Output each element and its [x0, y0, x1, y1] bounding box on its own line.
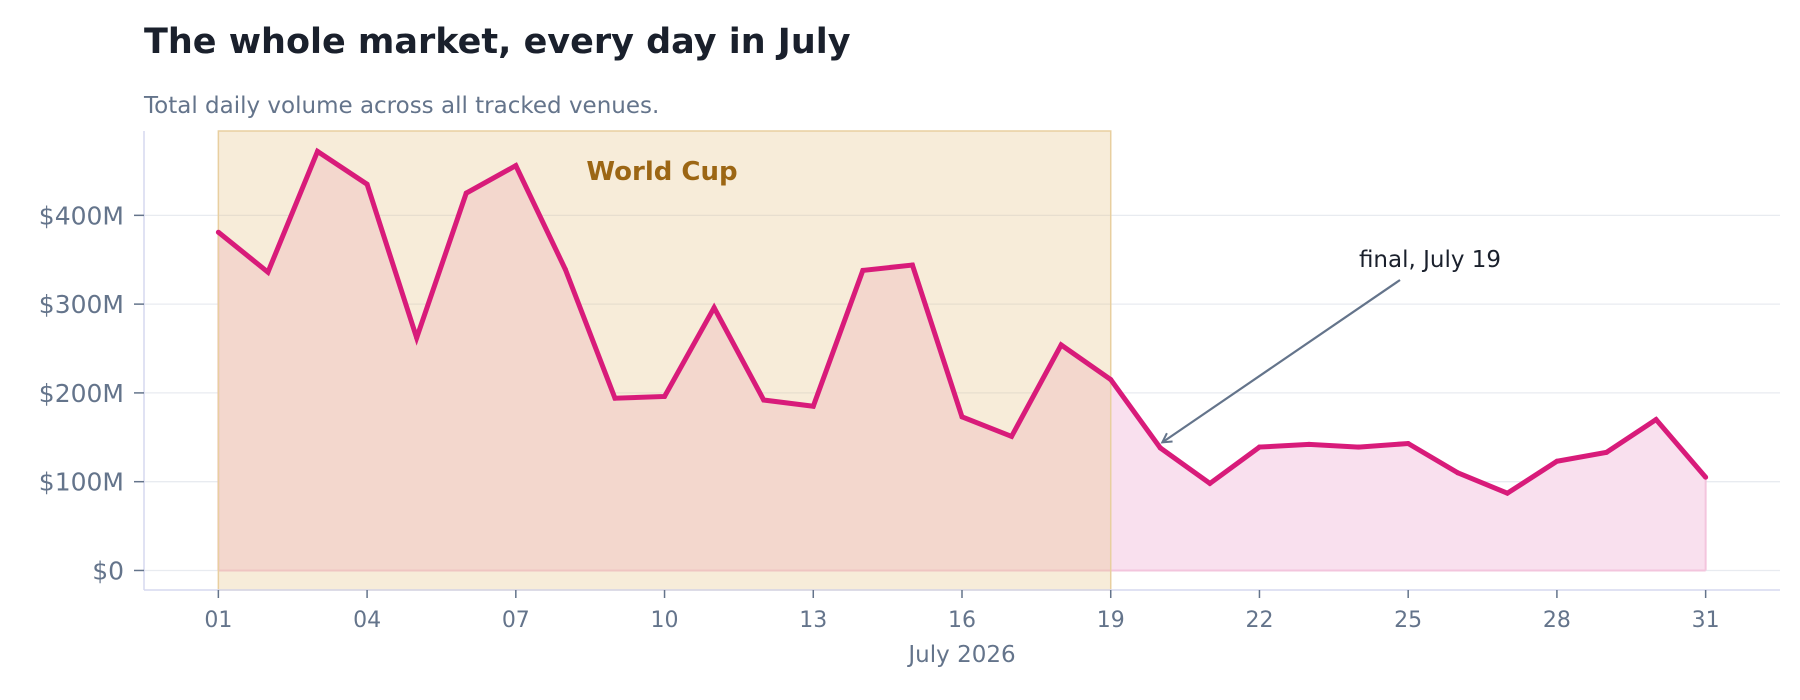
x-axis-label: July 2026 [906, 642, 1015, 668]
x-tick-label-8: 25 [1394, 608, 1422, 633]
x-tick-label-5: 16 [948, 608, 976, 633]
data-point-26 [1455, 470, 1461, 476]
x-tick-label-4: 13 [799, 608, 827, 633]
data-point-30 [1653, 417, 1659, 423]
data-point-14 [860, 267, 866, 273]
data-point-4 [364, 181, 370, 187]
x-tick-label-2: 07 [502, 608, 530, 633]
x-tick-label-6: 19 [1097, 608, 1125, 633]
world-cup-label: World Cup [586, 157, 737, 187]
data-point-2 [265, 269, 271, 275]
x-tick-label-0: 01 [204, 608, 232, 633]
annotation-arrow [1162, 279, 1401, 442]
x-tick-label-3: 10 [651, 608, 679, 633]
data-point-29 [1603, 449, 1609, 455]
x-tick-label-1: 04 [353, 608, 381, 633]
data-point-22 [1256, 444, 1262, 450]
y-tick-label-2: $200M [39, 379, 124, 408]
data-point-9 [612, 395, 618, 401]
x-tick-label-7: 22 [1245, 608, 1273, 633]
data-point-23 [1306, 441, 1312, 447]
world-cup-region [217, 130, 1112, 591]
data-point-15 [909, 262, 915, 268]
x-tick-label-9: 28 [1543, 608, 1571, 633]
chart-subtitle: Total daily volume across all tracked ve… [144, 93, 660, 119]
data-point-8 [562, 266, 568, 272]
data-point-21 [1207, 480, 1213, 486]
data-point-20 [1157, 445, 1163, 451]
y-tick-label-1: $100M [39, 468, 124, 497]
data-point-12 [761, 397, 767, 403]
data-point-1 [215, 229, 221, 235]
data-point-7 [513, 163, 519, 169]
data-point-11 [711, 305, 717, 311]
data-point-24 [1356, 444, 1362, 450]
data-point-5 [414, 335, 420, 341]
chart-title: The whole market, every day in July [144, 22, 851, 62]
y-tick-label-3: $300M [39, 290, 124, 319]
annotation-label: final, July 19 [1359, 247, 1501, 273]
y-tick-label-4: $400M [39, 201, 124, 230]
data-point-3 [315, 148, 321, 154]
data-point-17 [1009, 433, 1015, 439]
y-tick-label-0: $0 [92, 556, 124, 585]
data-point-13 [810, 403, 816, 409]
data-point-19 [1108, 377, 1114, 383]
data-point-6 [463, 190, 469, 196]
data-point-25 [1405, 441, 1411, 447]
x-tick-label-10: 31 [1692, 608, 1720, 633]
data-point-28 [1554, 458, 1560, 464]
area-fill [218, 151, 1706, 571]
data-point-18 [1058, 342, 1064, 348]
data-point-27 [1504, 490, 1510, 496]
data-point-31 [1703, 474, 1709, 480]
data-point-10 [662, 393, 668, 399]
data-point-16 [959, 414, 965, 420]
